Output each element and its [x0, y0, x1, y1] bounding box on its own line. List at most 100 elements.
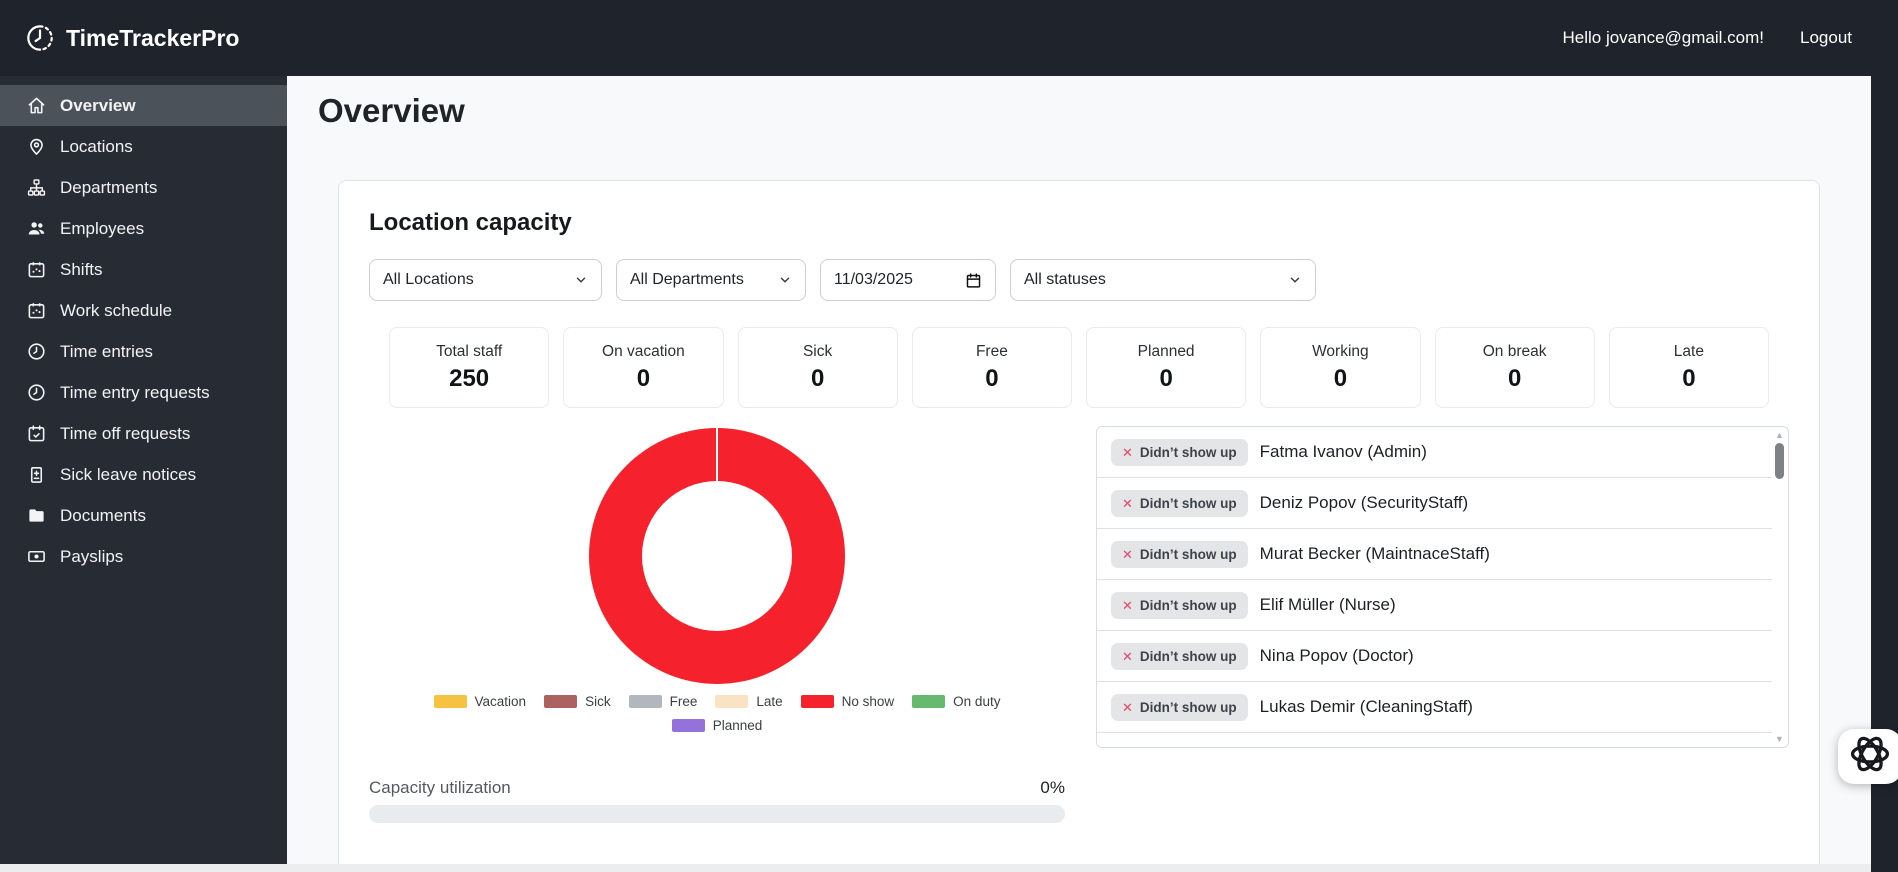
legend-swatch — [628, 695, 662, 708]
legend-swatch — [912, 695, 946, 708]
sitemap-icon — [26, 178, 46, 198]
logout-link[interactable]: Logout — [1800, 28, 1852, 47]
knot-icon — [1848, 732, 1892, 781]
legend-item[interactable]: Late — [715, 694, 783, 709]
clock-logo-icon — [26, 24, 54, 52]
legend-swatch — [433, 695, 467, 708]
scroll-up-icon[interactable]: ▲ — [1775, 430, 1784, 440]
status-badge: ✕ Didn’t show up — [1111, 540, 1248, 568]
employee-name: Lukas Demir (CleaningStaff) — [1259, 697, 1473, 716]
calendar-dots-icon — [26, 301, 46, 321]
employee-name: Deniz Popov (SecurityStaff) — [1259, 493, 1469, 512]
sidebar-item-shifts[interactable]: Shifts — [0, 249, 287, 290]
x-icon: ✕ — [1122, 546, 1133, 562]
assistant-button[interactable] — [1838, 729, 1898, 784]
stat-value: 0 — [985, 364, 999, 392]
panel-title: Location capacity — [369, 209, 572, 236]
sidebar: Overview Locations Departments Employees… — [0, 76, 287, 864]
stat-card: Working 0 — [1260, 327, 1421, 408]
legend-item[interactable]: Vacation — [433, 694, 527, 709]
status-badge: ✕ Didn’t show up — [1111, 489, 1248, 517]
topbar: TimeTrackerPro Hello jovance@gmail.com! … — [0, 0, 1898, 76]
capacity-section: Capacity utilization 0% — [369, 778, 1065, 823]
list-scrollbar[interactable]: ▲ ▼ — [1773, 429, 1786, 745]
stat-label: Sick — [802, 342, 833, 360]
sidebar-item-locations[interactable]: Locations — [0, 126, 287, 167]
capacity-label: Capacity utilization — [369, 778, 511, 797]
stat-value: 0 — [1507, 364, 1522, 392]
date-input[interactable]: 11/03/2025 — [820, 259, 996, 301]
scrollbar-thumb[interactable] — [1775, 443, 1784, 479]
sidebar-item-work-schedule[interactable]: Work schedule — [0, 290, 287, 331]
no-show-list: ✕ Didn’t show up Fatma Ivanov (Admin) ✕ … — [1096, 426, 1789, 748]
legend-item[interactable]: On duty — [912, 694, 1000, 709]
departments-select[interactable]: All Departments — [616, 259, 806, 301]
sidebar-item-time-off-requests[interactable]: Time off requests — [0, 413, 287, 454]
legend-item[interactable]: Free — [628, 694, 698, 709]
users-icon — [26, 219, 46, 239]
clipboard-plus-icon — [26, 465, 46, 485]
chart-legend: Vacation Sick Free Late No show On duty … — [397, 694, 1037, 733]
stat-value: 250 — [449, 364, 490, 392]
sidebar-item-sick-leave-notices[interactable]: Sick leave notices — [0, 454, 287, 495]
stat-value: 0 — [1333, 364, 1348, 392]
list-item: ✕ Didn’t show up Lukas Demir (CleaningSt… — [1097, 682, 1772, 733]
sidebar-item-departments[interactable]: Departments — [0, 167, 287, 208]
clock-icon — [26, 383, 46, 403]
horizontal-scrollbar[interactable] — [0, 864, 1871, 872]
legend-label: Vacation — [474, 694, 527, 709]
scroll-down-icon[interactable]: ▼ — [1775, 734, 1784, 744]
legend-label: Free — [669, 694, 698, 709]
x-icon: ✕ — [1122, 495, 1133, 511]
legend-swatch — [544, 695, 578, 708]
folder-icon — [26, 506, 46, 526]
sidebar-item-employees[interactable]: Employees — [0, 208, 287, 249]
chevron-down-icon — [1288, 273, 1302, 287]
stat-value: 0 — [1159, 364, 1173, 392]
legend-swatch — [800, 695, 834, 708]
legend-item[interactable]: Planned — [671, 718, 762, 733]
stat-card: Sick 0 — [737, 327, 898, 408]
sidebar-item-time-entries[interactable]: Time entries — [0, 331, 287, 372]
stat-label: Working — [1312, 342, 1369, 360]
employee-name: Nina Popov (Doctor) — [1259, 646, 1414, 665]
legend-swatch — [671, 719, 705, 732]
donut-chart[interactable] — [589, 428, 845, 684]
donut-segment-gap — [716, 428, 718, 481]
employee-name: Elif Müller (Nurse) — [1259, 595, 1396, 614]
list-item: ✕ Didn’t show up Fatma Ivanov (Admin) — [1097, 427, 1772, 478]
legend-item[interactable]: Sick — [544, 694, 611, 709]
sidebar-item-overview[interactable]: Overview — [0, 85, 287, 126]
stat-label: On break — [1482, 342, 1547, 360]
x-icon: ✕ — [1122, 648, 1133, 664]
stat-value: 0 — [636, 364, 651, 392]
status-badge: ✕ Didn’t show up — [1111, 591, 1248, 619]
stat-label: Late — [1673, 342, 1704, 360]
chart-column: Vacation Sick Free Late No show On duty … — [369, 426, 1065, 748]
x-icon: ✕ — [1122, 597, 1133, 613]
status-badge: ✕ Didn’t show up — [1111, 693, 1248, 721]
stat-card: On break 0 — [1434, 327, 1595, 408]
map-pin-icon — [26, 137, 46, 157]
sidebar-item-time-entry-requests[interactable]: Time entry requests — [0, 372, 287, 413]
calendar-check-icon — [26, 424, 46, 444]
stat-label: On vacation — [602, 342, 685, 360]
list-item: ✕ Didn’t show up Nina Popov (Doctor) — [1097, 631, 1772, 682]
locations-select[interactable]: All Locations — [369, 259, 602, 301]
sidebar-item-payslips[interactable]: Payslips — [0, 536, 287, 577]
capacity-value: 0% — [1040, 778, 1065, 797]
legend-label: No show — [841, 694, 895, 709]
list-item: ✕ Didn’t show up Murat Becker (Maintnace… — [1097, 529, 1772, 580]
brand-name: TimeTrackerPro — [66, 24, 240, 51]
legend-item[interactable]: No show — [800, 694, 895, 709]
statuses-select[interactable]: All statuses — [1010, 259, 1316, 301]
capacity-progress — [369, 805, 1065, 823]
legend-label: Sick — [585, 694, 611, 709]
banknote-icon — [26, 547, 46, 567]
sidebar-item-documents[interactable]: Documents — [0, 495, 287, 536]
main-content: Overview Location capacity All Locations… — [287, 76, 1871, 872]
list-item: ✕ Didn’t show up Deniz Popov (SecuritySt… — [1097, 478, 1772, 529]
brand: TimeTrackerPro — [26, 24, 239, 52]
stat-card: Planned 0 — [1086, 327, 1247, 408]
